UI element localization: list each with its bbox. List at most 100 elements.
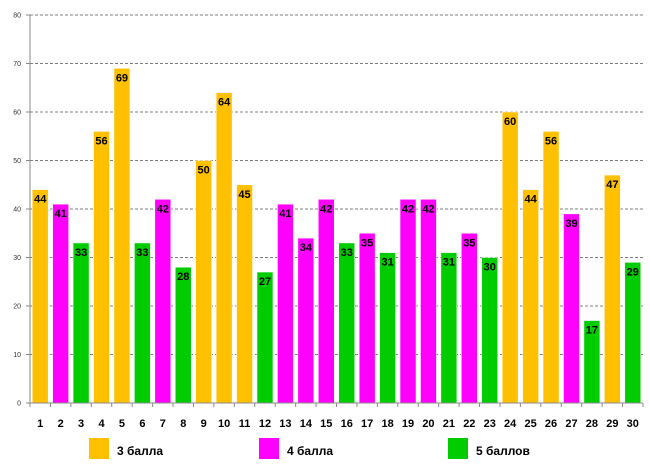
bar-29 [604, 174, 621, 404]
bars [31, 68, 642, 404]
x-tick-label: 11 [239, 418, 251, 430]
data-label-1: 44 [34, 194, 47, 206]
x-tick-label: 3 [78, 418, 84, 430]
data-label-20: 42 [422, 203, 434, 215]
x-axis: 1 2 3 4 5 6 7 8 9 10 11 12 13 14 15 16 17 18 19 20 21 22 23 24 2… [29, 15, 644, 430]
legend-label-5: 5 баллов [476, 444, 530, 458]
bar-19 [399, 199, 417, 404]
x-tick-label: 19 [402, 418, 414, 430]
data-label-5: 69 [116, 72, 128, 84]
data-label-26: 56 [545, 135, 557, 147]
x-tick-label: 10 [218, 418, 230, 430]
x-tick-label: 30 [627, 418, 639, 430]
legend-label-4: 4 балла [287, 444, 333, 458]
bar-17 [358, 233, 376, 404]
legend-swatch-3 [89, 438, 109, 459]
bar-30 [624, 262, 642, 404]
x-tick-label: 5 [119, 418, 125, 430]
bar-16 [338, 242, 355, 404]
data-label-24: 60 [504, 116, 516, 128]
legend-label-3: 3 балла [117, 444, 163, 458]
x-tick-label: 2 [58, 418, 64, 430]
bar-4 [93, 131, 110, 404]
data-label-30: 29 [627, 266, 639, 278]
x-tick-label: 25 [524, 418, 536, 430]
x-tick-label: 15 [320, 418, 332, 430]
data-label-12: 27 [259, 276, 271, 288]
x-tick-label: 23 [484, 418, 496, 430]
data-label-29: 47 [606, 179, 618, 191]
legend-swatch-5 [448, 438, 468, 459]
x-tick-label: 4 [98, 418, 105, 430]
bar-11 [236, 184, 253, 404]
data-label-13: 41 [279, 208, 291, 220]
legend: 3 балла 4 балла 5 баллов [89, 438, 530, 459]
bar-8 [175, 266, 192, 404]
x-tick-label: 9 [201, 418, 207, 430]
bar-2 [52, 203, 69, 404]
bar-25 [522, 189, 539, 404]
bar-21 [440, 252, 458, 404]
bar-7 [154, 199, 172, 404]
data-label-7: 42 [157, 203, 169, 215]
bar-20 [420, 199, 437, 404]
bar-13 [277, 203, 294, 404]
y-axis-ticks: 0 10 20 30 40 50 60 70 80 [13, 13, 30, 408]
data-label-22: 35 [463, 237, 475, 249]
x-tick-label: 7 [160, 418, 166, 430]
x-tick-label: 16 [341, 418, 353, 430]
y-tick-label: 50 [13, 158, 21, 165]
data-label-19: 42 [402, 203, 414, 215]
x-tick-label: 27 [565, 418, 577, 430]
x-tick-label: 8 [180, 418, 186, 430]
x-tick-label: 13 [279, 418, 291, 430]
x-tick-label: 28 [586, 418, 598, 430]
x-tick-label: 22 [463, 418, 475, 430]
y-tick-label: 40 [13, 207, 21, 214]
bar-18 [379, 252, 396, 404]
bar-9 [195, 160, 212, 404]
data-label-14: 34 [300, 242, 313, 254]
bar-3 [72, 242, 90, 404]
x-tick-label: 6 [139, 418, 145, 430]
data-label-3: 33 [75, 247, 87, 259]
x-tick-label: 17 [361, 418, 373, 430]
data-label-8: 28 [177, 271, 189, 283]
bar-1 [31, 189, 49, 404]
y-tick-label: 80 [13, 13, 21, 20]
x-tick-label: 1 [37, 418, 43, 430]
legend-swatch-4 [259, 438, 279, 459]
bar-10 [215, 92, 233, 404]
data-label-27: 39 [565, 218, 577, 230]
data-label-2: 41 [55, 208, 67, 220]
bar-26 [542, 131, 560, 404]
bar-23 [481, 257, 498, 404]
bar-15 [318, 199, 335, 404]
data-label-17: 35 [361, 237, 373, 249]
y-tick-label: 20 [13, 304, 21, 311]
y-tick-label: 0 [17, 401, 21, 408]
data-label-28: 17 [586, 325, 598, 337]
x-tick-label: 29 [606, 418, 618, 430]
data-label-23: 30 [484, 262, 496, 274]
data-label-10: 64 [218, 97, 231, 109]
data-label-4: 56 [95, 135, 107, 147]
x-tick-label: 20 [422, 418, 434, 430]
y-tick-label: 60 [13, 110, 21, 117]
x-tick-label: 14 [300, 418, 313, 430]
x-tick-label: 26 [545, 418, 557, 430]
data-label-6: 33 [136, 247, 148, 259]
data-label-11: 45 [238, 189, 250, 201]
x-tick-label: 12 [259, 418, 271, 430]
gridlines [30, 14, 643, 355]
x-tick-label: 18 [381, 418, 393, 430]
bar-14 [297, 237, 315, 404]
x-tick-label: 24 [504, 418, 517, 430]
x-tick-label: 21 [443, 418, 455, 430]
data-label-18: 31 [381, 257, 393, 269]
bar-5 [113, 68, 131, 404]
bar-6 [134, 242, 151, 404]
bar-24 [501, 111, 519, 404]
data-label-16: 33 [341, 247, 353, 259]
